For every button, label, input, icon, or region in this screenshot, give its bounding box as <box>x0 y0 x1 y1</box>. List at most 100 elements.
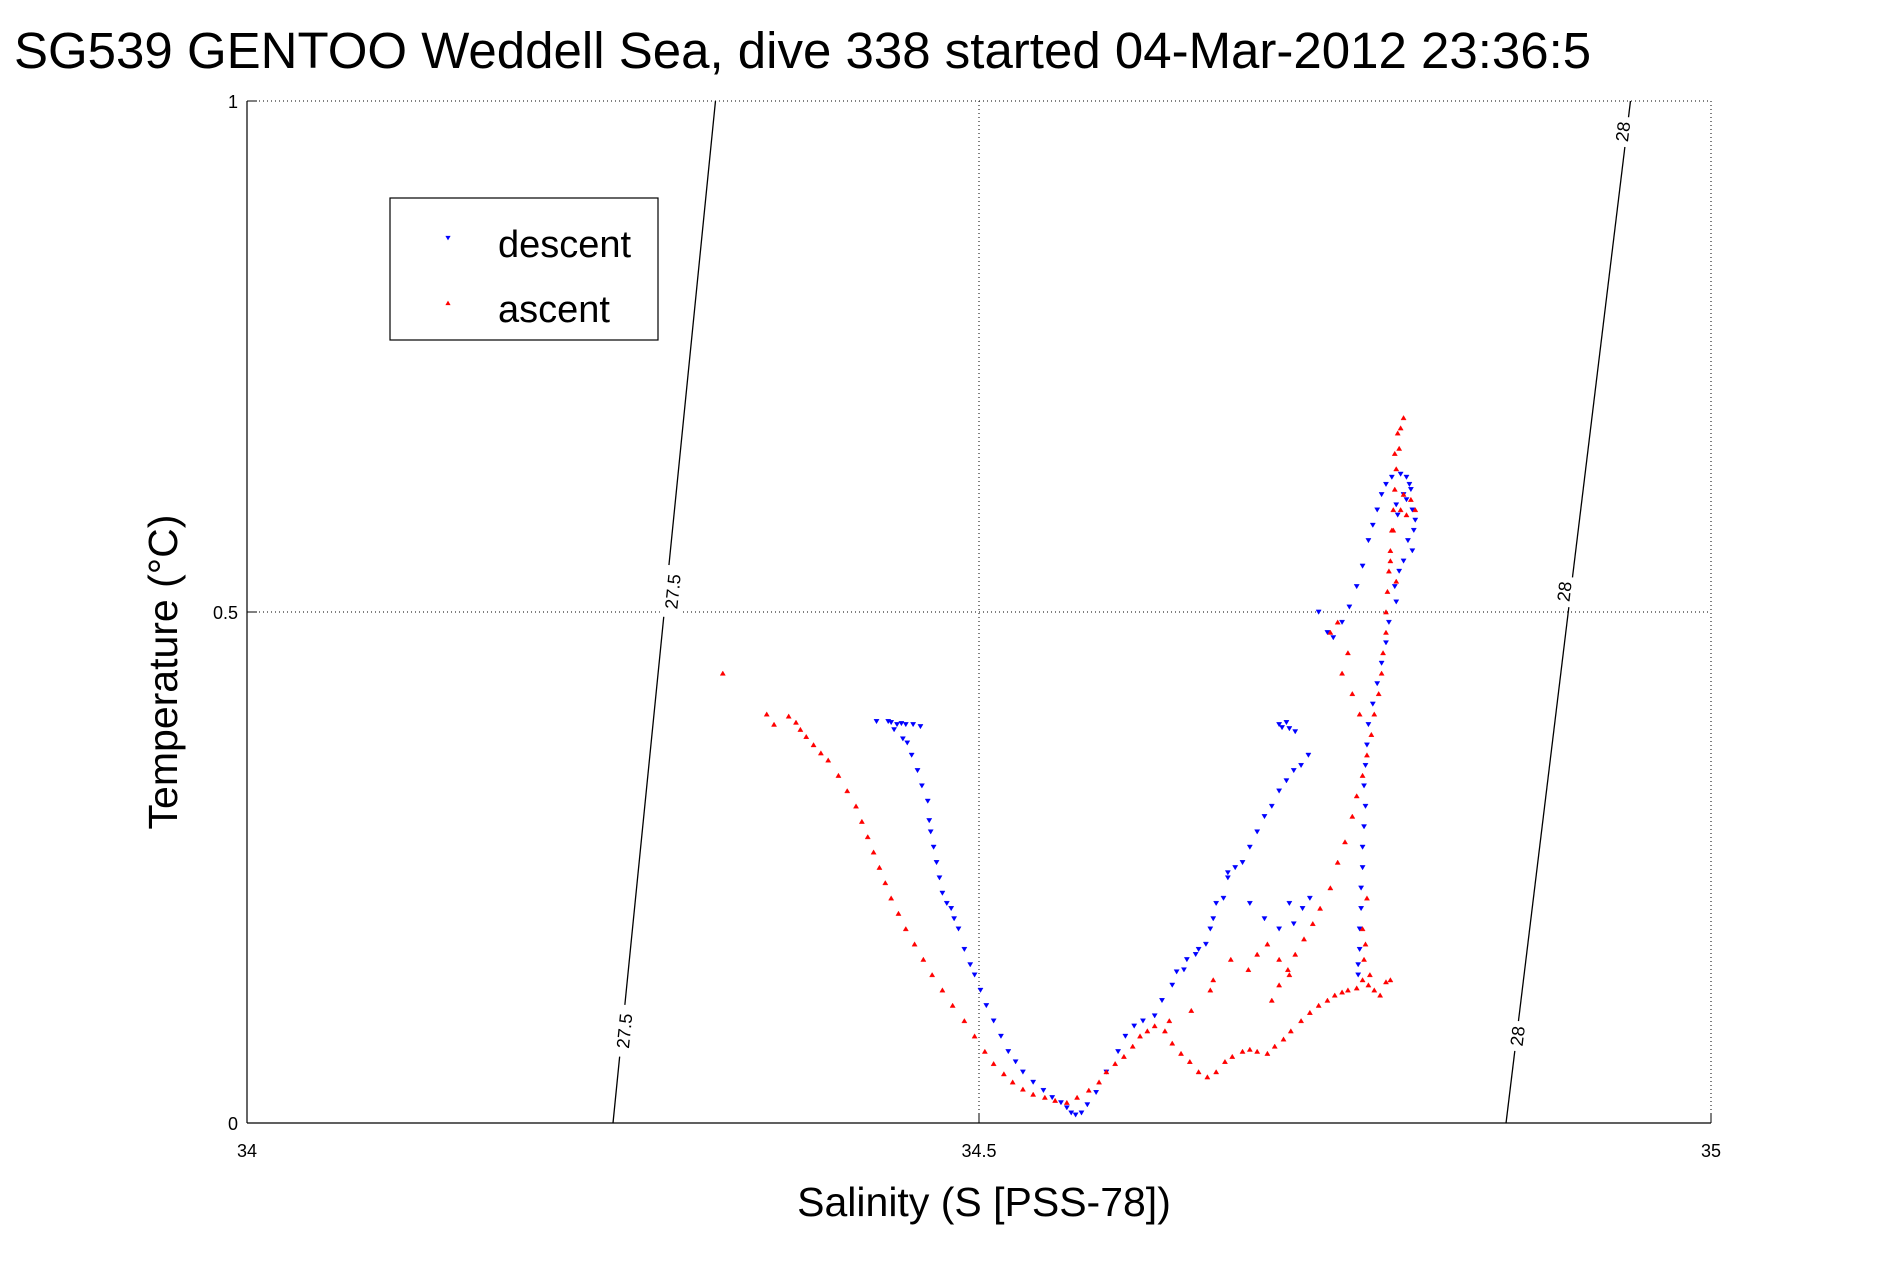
data-point-ascent-67 <box>1331 992 1338 998</box>
data-point-ascent-97 <box>1383 609 1389 615</box>
data-point-ascent-118 <box>1327 629 1334 635</box>
data-point-descent-57 <box>1220 895 1227 901</box>
data-point-descent-31 <box>998 1033 1004 1039</box>
data-point-descent-76 <box>1213 900 1220 907</box>
data-point-ascent-90 <box>1364 752 1370 758</box>
data-point-ascent-134 <box>1276 956 1283 962</box>
data-point-descent-21 <box>943 900 950 907</box>
data-point-descent-96 <box>1369 522 1376 528</box>
data-point-descent-10 <box>904 740 911 746</box>
data-point-ascent-86 <box>1342 839 1348 845</box>
data-point-descent-8 <box>891 727 898 733</box>
data-point-descent-12 <box>914 768 921 774</box>
data-point-descent-72 <box>1286 726 1293 732</box>
data-point-ascent-18 <box>888 895 895 901</box>
data-point-descent-120 <box>1364 742 1370 748</box>
data-point-ascent-83 <box>1317 905 1324 911</box>
data-point-ascent-33 <box>1030 1091 1037 1097</box>
data-point-descent-58 <box>1224 875 1231 881</box>
data-point-descent-97 <box>1374 507 1381 513</box>
contour-label-bg-1-1 <box>1551 575 1578 608</box>
data-point-descent-63 <box>1261 814 1268 820</box>
data-point-ascent-45 <box>1144 1028 1151 1034</box>
data-point-descent-36 <box>1040 1088 1047 1094</box>
data-point-ascent-112 <box>1412 507 1419 513</box>
data-point-ascent-78 <box>1276 982 1283 988</box>
data-point-ascent-88 <box>1353 793 1360 799</box>
data-point-descent-77 <box>1207 926 1214 932</box>
data-point-descent-88 <box>1315 609 1322 615</box>
chart-title: SG539 GENTOO Weddell Sea, dive 338 start… <box>14 22 1591 79</box>
contour-label-1-1: 28 <box>1553 580 1575 602</box>
data-point-descent-27 <box>971 972 978 978</box>
data-point-descent-119 <box>1365 722 1372 728</box>
data-point-ascent-30 <box>1000 1071 1007 1077</box>
data-point-ascent-138 <box>1166 1018 1173 1024</box>
data-point-descent-107 <box>1410 527 1417 533</box>
data-point-ascent-130 <box>1227 956 1234 962</box>
data-point-descent-56 <box>1210 916 1217 922</box>
data-point-descent-7 <box>917 724 924 730</box>
data-point-descent-4 <box>898 721 905 727</box>
data-point-ascent-108 <box>1394 430 1401 436</box>
data-point-descent-104 <box>1403 497 1410 503</box>
data-point-ascent-27 <box>971 1033 978 1039</box>
y-tick-label-0: 0 <box>228 1114 238 1134</box>
data-point-ascent-102 <box>1390 507 1397 513</box>
data-point-descent-19 <box>936 875 943 881</box>
data-point-descent-50 <box>1151 1013 1158 1019</box>
data-point-descent-114 <box>1385 619 1392 625</box>
data-point-ascent-3 <box>785 713 792 719</box>
data-point-ascent-4 <box>793 719 799 725</box>
data-point-ascent-71 <box>1359 977 1366 983</box>
data-point-ascent-19 <box>895 910 902 916</box>
data-point-descent-44 <box>1093 1090 1100 1096</box>
data-point-ascent-123 <box>1356 711 1363 717</box>
data-point-descent-0 <box>873 719 880 725</box>
data-point-descent-74 <box>1292 729 1299 735</box>
data-point-ascent-49 <box>1178 1050 1184 1056</box>
data-point-descent-90 <box>1330 635 1337 641</box>
data-point-descent-64 <box>1268 803 1275 809</box>
data-point-descent-32 <box>1005 1049 1012 1055</box>
data-point-descent-53 <box>1181 967 1187 973</box>
data-point-ascent-93 <box>1375 691 1382 697</box>
data-point-ascent-12 <box>853 803 859 809</box>
data-point-descent-2 <box>888 720 895 726</box>
data-point-descent-116 <box>1378 660 1385 666</box>
data-point-ascent-22 <box>920 956 927 962</box>
data-point-descent-11 <box>908 752 915 758</box>
data-point-descent-13 <box>918 783 925 789</box>
y-axis-label: Temperature (°C) <box>140 515 186 830</box>
data-point-ascent-82 <box>1309 920 1316 926</box>
data-point-ascent-50 <box>1186 1058 1193 1064</box>
data-point-descent-113 <box>1393 599 1400 605</box>
data-point-ascent-122 <box>1349 691 1356 697</box>
data-point-ascent-34 <box>1041 1094 1048 1100</box>
data-point-descent-71 <box>1283 720 1290 726</box>
data-point-ascent-81 <box>1301 936 1307 942</box>
data-point-ascent-62 <box>1287 1028 1294 1034</box>
density-contour-1 <box>1505 100 1632 1124</box>
data-point-ascent-48 <box>1169 1040 1176 1046</box>
data-point-ascent-66 <box>1324 997 1331 1003</box>
data-point-ascent-115 <box>1390 527 1397 533</box>
data-point-descent-133 <box>1393 502 1400 508</box>
data-point-descent-26 <box>967 962 974 968</box>
data-point-descent-18 <box>933 860 940 866</box>
data-point-descent-62 <box>1254 829 1261 835</box>
y-tick-label-1: 0.5 <box>213 603 238 623</box>
legend-label-descent: descent <box>498 224 632 266</box>
data-point-ascent-42 <box>1120 1053 1127 1059</box>
y-tick-label-2: 1 <box>228 92 238 112</box>
data-point-descent-111 <box>1396 568 1403 574</box>
data-point-ascent-58 <box>1254 1048 1261 1054</box>
data-point-ascent-43 <box>1129 1043 1136 1049</box>
data-point-ascent-63 <box>1298 1018 1305 1024</box>
data-point-descent-99 <box>1383 481 1389 487</box>
data-point-descent-37 <box>1049 1095 1056 1101</box>
data-point-ascent-28 <box>981 1048 988 1054</box>
data-point-descent-33 <box>1012 1059 1019 1065</box>
data-point-descent-124 <box>1361 824 1367 830</box>
x-tick-label-2: 35 <box>1701 1141 1721 1161</box>
